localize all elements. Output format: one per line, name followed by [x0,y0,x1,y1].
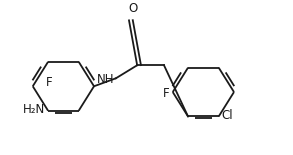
Text: Cl: Cl [222,109,233,122]
Text: F: F [163,87,170,100]
Text: F: F [46,76,53,89]
Text: O: O [128,2,137,15]
Text: NH: NH [97,73,115,86]
Text: H₂N: H₂N [23,104,45,117]
